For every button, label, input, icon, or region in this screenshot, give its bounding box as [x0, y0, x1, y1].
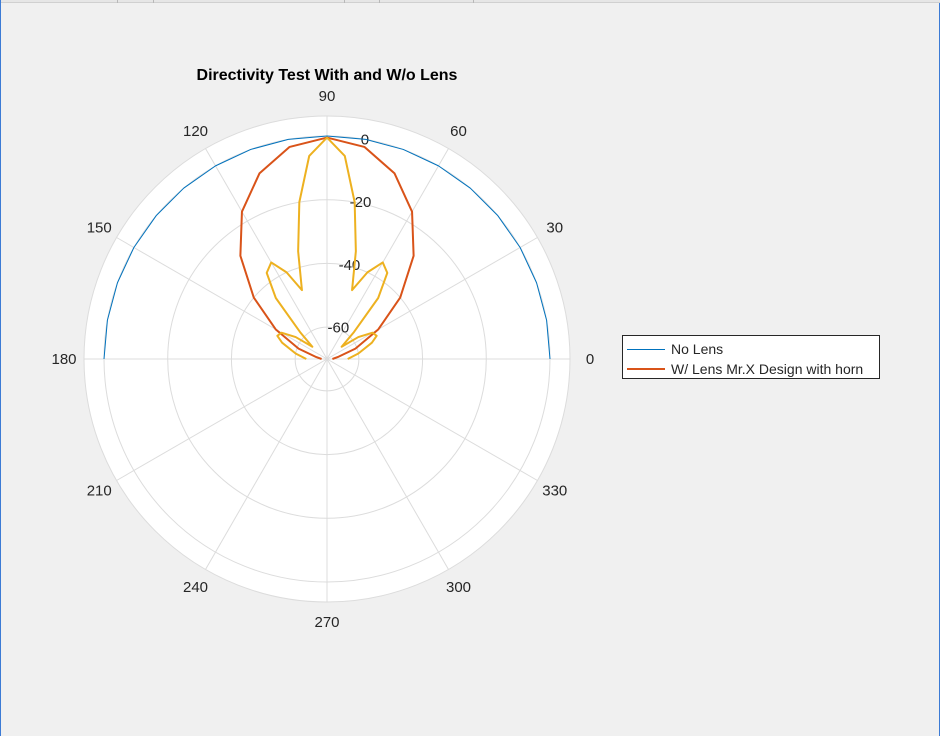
- theta-tick-label: 180: [51, 351, 76, 368]
- polar-spoke: [326, 237, 538, 360]
- legend-label-no-lens: No Lens: [671, 341, 724, 357]
- polar-range-ring: [230, 262, 424, 456]
- theta-tick-label: 210: [87, 483, 112, 500]
- polar-spoke: [205, 148, 328, 360]
- theta-tick-label: 330: [542, 483, 567, 500]
- polar-range-ring: [294, 326, 360, 392]
- series-layer: [103, 135, 551, 360]
- polar-spoke: [326, 358, 538, 481]
- series-line-1: [103, 135, 551, 360]
- toolbar-separator: [153, 0, 154, 3]
- r-tick-label: 0: [361, 131, 369, 148]
- polar-spoke: [205, 358, 328, 570]
- legend-entry-no-lens[interactable]: No Lens: [623, 339, 723, 359]
- theta-tick-labels: 0 30 60 90 120 150 180 210 240 270 300 330: [51, 88, 594, 631]
- chart-title: Directivity Test With and W/o Lens: [197, 67, 458, 84]
- theta-tick-label: 0: [586, 351, 594, 368]
- series-line-3: [265, 136, 389, 360]
- theta-tick-label: 240: [183, 579, 208, 596]
- polar-spoke: [116, 237, 328, 360]
- r-tick-label: -60: [328, 320, 350, 337]
- theta-tick-label: 270: [314, 614, 339, 631]
- polar-axes: [83, 115, 571, 603]
- legend-swatch-no-lens: [627, 348, 665, 350]
- toolbar-separator: [379, 0, 380, 3]
- legend[interactable]: No Lens W/ Lens Mr.X Design with horn: [622, 335, 880, 379]
- toolbar-separator: [117, 0, 118, 3]
- theta-tick-label: 90: [319, 88, 336, 105]
- r-tick-label: -40: [339, 257, 361, 274]
- toolbar-separator: [344, 0, 345, 3]
- theta-tick-label: 60: [450, 123, 467, 140]
- theta-tick-label: 30: [546, 220, 563, 237]
- window-top-edge: [1, 0, 940, 3]
- theta-tick-label: 300: [446, 579, 471, 596]
- legend-swatch-with-lens: [627, 368, 665, 370]
- toolbar-separator: [473, 0, 474, 3]
- polar-spoke: [326, 148, 449, 360]
- polar-spoke: [116, 358, 328, 481]
- polar-spoke: [326, 358, 449, 570]
- legend-entry-with-lens[interactable]: W/ Lens Mr.X Design with horn: [623, 359, 863, 379]
- theta-tick-label: 150: [87, 220, 112, 237]
- theta-tick-label: 120: [183, 123, 208, 140]
- polar-range-ring: [167, 199, 487, 519]
- legend-label-with-lens: W/ Lens Mr.X Design with horn: [671, 361, 864, 377]
